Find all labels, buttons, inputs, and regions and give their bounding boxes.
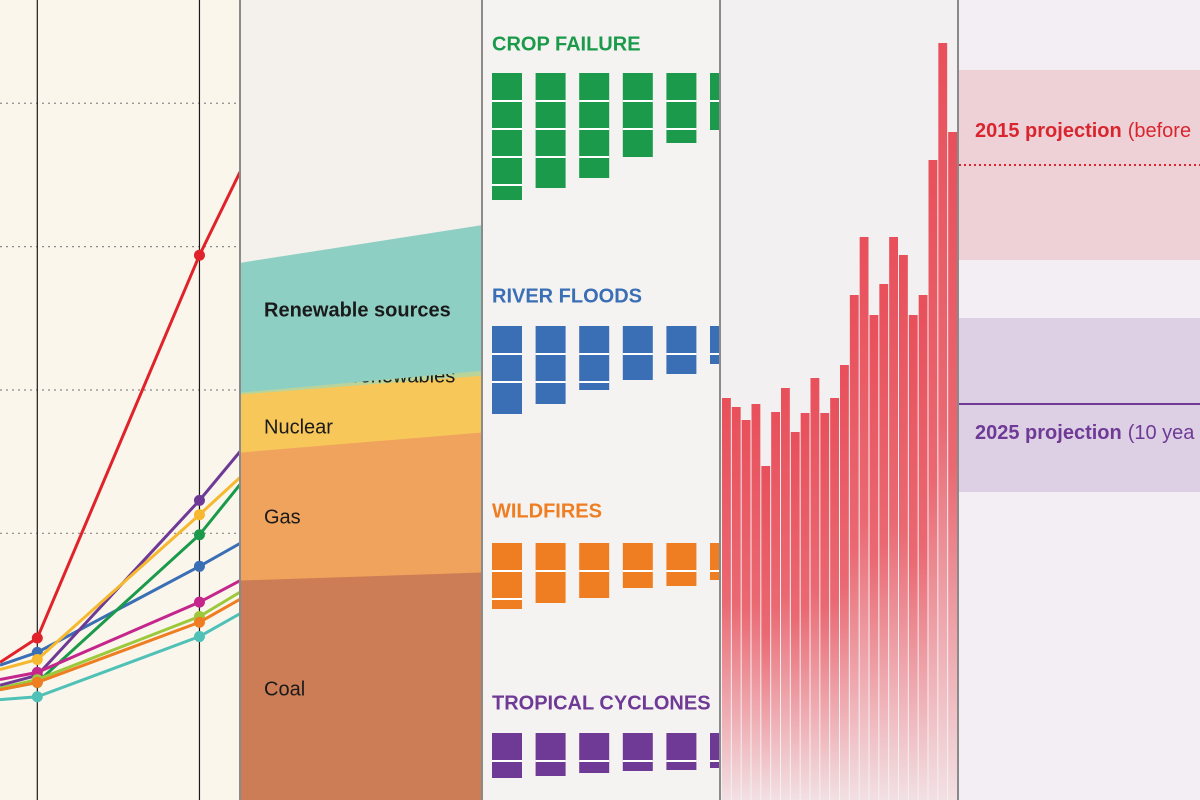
column [810,378,820,800]
group-title: WILDFIRES [492,500,602,522]
area-layer [241,374,482,453]
panel: 2015 projection (before 2025 projection (10… [959,70,1200,492]
series-line [0,590,240,690]
bar [710,326,720,364]
projection-label: 2025 projection [975,422,1122,444]
column [869,315,879,800]
projection-note: (before [1128,120,1191,142]
panel [722,43,957,800]
point [193,631,205,643]
panel [0,0,240,800]
column [751,404,761,800]
column [889,237,898,800]
column [840,365,849,800]
projection-text: 2015 projection (before [975,120,1191,142]
separators [239,0,959,800]
bar [535,733,566,776]
group-title: TROPICAL CYCLONES [492,692,711,714]
column [761,466,771,800]
series-line [0,171,240,664]
area-label: Renewable sources [264,299,451,321]
bar [535,73,566,188]
column [741,420,751,800]
column [722,398,731,800]
column [771,412,780,800]
column [731,407,741,800]
column [899,255,908,800]
column [820,413,830,800]
projection-label: 2015 projection [975,120,1122,142]
column [859,237,869,800]
area-label: Gas [264,506,301,528]
panel-bg [958,0,1200,800]
column [928,160,938,800]
bar [579,733,610,773]
bar [579,326,610,390]
series-line [0,476,240,671]
bar [622,543,653,588]
bar [666,326,697,374]
group-title: CROP FAILURE [492,33,641,55]
column [938,43,948,800]
area-layer [241,431,482,581]
bar [535,543,566,603]
series-line [0,612,240,702]
panel: CROP FAILURE [492,33,720,200]
column [800,413,810,800]
panel: CoalGasNuclearOther nonrenewablesRenewab… [241,225,482,800]
bar [492,73,522,200]
series-line [0,597,240,692]
point [31,632,43,644]
column [918,295,928,800]
column [948,132,957,800]
point [193,596,205,608]
column [879,284,889,800]
bar [492,326,522,414]
point [193,494,205,506]
area-layer [241,225,482,393]
panel: RIVER FLOODS [492,285,720,414]
bar [710,733,720,768]
area-label: Nuclear [264,416,333,438]
point [31,676,43,688]
bar [666,543,697,586]
point [193,509,205,521]
bar [622,73,653,157]
bar [666,73,697,143]
point [31,653,43,665]
group-title: RIVER FLOODS [492,285,642,307]
bar [535,326,566,404]
bar [579,73,610,178]
area-label: Coal [264,678,305,700]
point [193,560,205,572]
column [790,432,800,800]
point [193,249,205,261]
bar [492,733,522,778]
point [31,691,43,703]
series-line [0,579,240,682]
column [849,295,859,800]
point [193,616,205,628]
area-layer [241,571,482,800]
bar [622,733,653,771]
column [830,398,839,800]
column [908,315,918,800]
projection-text: 2025 projection (10 yea [975,422,1195,444]
bar [666,733,697,770]
point [193,529,205,541]
column [781,388,790,800]
panel: WILDFIRES [492,500,720,609]
panel: TROPICAL CYCLONES [492,692,720,778]
projection-note: (10 yea [1128,422,1196,444]
bar [710,543,720,580]
